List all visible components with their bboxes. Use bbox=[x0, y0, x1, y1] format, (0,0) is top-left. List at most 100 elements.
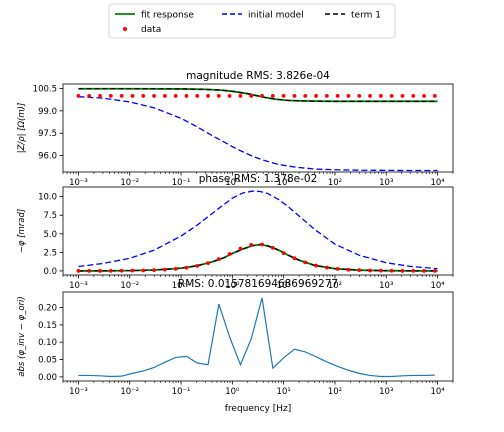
data-point bbox=[368, 268, 372, 273]
series-group bbox=[76, 87, 438, 172]
data-point bbox=[270, 245, 275, 250]
data-point bbox=[314, 94, 318, 98]
data-point bbox=[162, 94, 167, 98]
data-point bbox=[173, 267, 178, 271]
x-tick-label: 10⁻³ bbox=[69, 281, 88, 291]
x-tick-label: 10¹ bbox=[277, 387, 291, 397]
y-axis-label: abs (φ_inv − φ_ori) bbox=[17, 296, 27, 376]
data-point bbox=[303, 260, 308, 265]
legend: fit response initial model term 1 data bbox=[108, 3, 396, 39]
x-tick-label: 10¹ bbox=[277, 178, 291, 188]
x-tick-label: 10⁰ bbox=[225, 281, 240, 291]
data-point bbox=[324, 94, 329, 98]
x-axis-label: frequency [Hz] bbox=[225, 404, 292, 414]
y-tick-label: 0.10 bbox=[38, 338, 57, 348]
data-point bbox=[173, 94, 178, 98]
axes-frame bbox=[62, 186, 454, 276]
data-point bbox=[249, 243, 254, 247]
data-point bbox=[227, 252, 232, 256]
y-tick-label: 96.0 bbox=[38, 152, 57, 162]
data-point bbox=[400, 94, 405, 98]
data-point bbox=[216, 94, 221, 98]
y-tick-label: 0.00 bbox=[38, 373, 57, 383]
series-line-series bbox=[78, 297, 435, 378]
x-tick-label: 10⁻³ bbox=[69, 387, 88, 397]
x-tick-label: 10⁴ bbox=[430, 281, 445, 291]
data-point bbox=[130, 94, 135, 98]
x-tick-label: 10⁰ bbox=[225, 178, 240, 188]
data-point bbox=[335, 267, 340, 271]
data-point bbox=[238, 246, 243, 251]
data-point bbox=[389, 268, 394, 273]
y-tick-label: 0.0 bbox=[43, 267, 57, 277]
y-tick-label: 0.20 bbox=[38, 304, 57, 314]
data-point bbox=[303, 94, 308, 98]
data-point bbox=[162, 267, 167, 272]
legend-label-fit-response: fit response bbox=[141, 11, 194, 21]
data-point bbox=[357, 268, 362, 273]
data-point bbox=[108, 94, 113, 98]
legend-swatch-data bbox=[123, 27, 127, 31]
x-tick-label: 10⁴ bbox=[430, 387, 445, 397]
data-point bbox=[422, 94, 426, 98]
data-point bbox=[400, 268, 405, 273]
data-point bbox=[130, 268, 135, 273]
legend-label-term-1: term 1 bbox=[351, 11, 381, 21]
x-tick-label: 10¹ bbox=[277, 281, 291, 291]
x-tick-label: 10² bbox=[328, 387, 342, 397]
x-tick-label: 10⁻¹ bbox=[172, 178, 191, 188]
x-tick-label: 10⁻² bbox=[120, 387, 139, 397]
plot-area bbox=[63, 84, 453, 172]
data-point bbox=[108, 268, 113, 273]
data-point bbox=[206, 94, 210, 98]
data-point bbox=[184, 265, 189, 270]
data-point bbox=[378, 94, 383, 98]
data-point bbox=[141, 94, 146, 98]
series-line-initial-model bbox=[78, 96, 438, 172]
x-tick-label: 10² bbox=[328, 281, 342, 291]
data-point bbox=[346, 94, 351, 98]
x-tick-label: 10⁻¹ bbox=[172, 387, 191, 397]
data-point bbox=[152, 94, 156, 98]
data-point bbox=[152, 268, 156, 273]
x-tick-label: 10⁰ bbox=[225, 387, 240, 397]
data-point bbox=[238, 94, 243, 98]
data-point bbox=[411, 268, 416, 273]
plot-area bbox=[63, 292, 453, 381]
legend-frame bbox=[108, 3, 396, 39]
x-tick-label: 10⁻¹ bbox=[172, 281, 191, 291]
data-point bbox=[314, 263, 318, 268]
y-tick-label: 2.5 bbox=[43, 248, 57, 258]
x-tick-label: 10³ bbox=[379, 281, 393, 291]
data-point bbox=[368, 94, 372, 98]
data-point bbox=[281, 251, 286, 255]
data-point bbox=[281, 94, 286, 98]
data-point bbox=[249, 94, 254, 98]
x-tick-label: 10³ bbox=[379, 387, 393, 397]
data-point bbox=[389, 94, 394, 98]
y-tick-label: 100.5 bbox=[33, 84, 57, 94]
magnitude-panel: 10⁻³ 10⁻² 10⁻¹ 10⁰ 10¹ 10² 10³ 10⁴ 96.0 97.5 99.0 1… bbox=[17, 70, 454, 188]
phase-panel: 10⁻³ 10⁻² 10⁻¹ 10⁰ 10¹ 10² 10³ 10⁴ 0.0 2.5 5.0 7.5 1… bbox=[17, 173, 454, 291]
phase-difference-panel: 10⁻³ 10⁻² 10⁻¹ 10⁰ 10¹ 10² 10³ 10⁴ 0.00 0.05 0.10 0… bbox=[17, 278, 454, 397]
data-point bbox=[119, 268, 124, 273]
y-tick-label: 0.15 bbox=[38, 321, 57, 331]
legend-label-initial-model: initial model bbox=[248, 11, 304, 21]
series-line-initial-model bbox=[78, 190, 438, 270]
data-point bbox=[76, 269, 81, 273]
data-point bbox=[98, 94, 102, 98]
data-point bbox=[195, 263, 200, 268]
data-point bbox=[76, 94, 81, 98]
y-axis-label: |Z/ρ| [Ω(m)] bbox=[17, 103, 27, 154]
x-tick-label: 10⁻² bbox=[120, 281, 139, 291]
data-point bbox=[184, 94, 189, 98]
data-point bbox=[141, 268, 146, 273]
axes-frame bbox=[62, 83, 454, 173]
y-tick-label: 0.05 bbox=[38, 356, 57, 366]
data-point bbox=[357, 94, 362, 98]
data-point bbox=[216, 257, 221, 262]
data-point bbox=[206, 261, 210, 266]
y-axis-label: −φ [mrad] bbox=[17, 209, 27, 253]
data-point bbox=[411, 94, 416, 98]
